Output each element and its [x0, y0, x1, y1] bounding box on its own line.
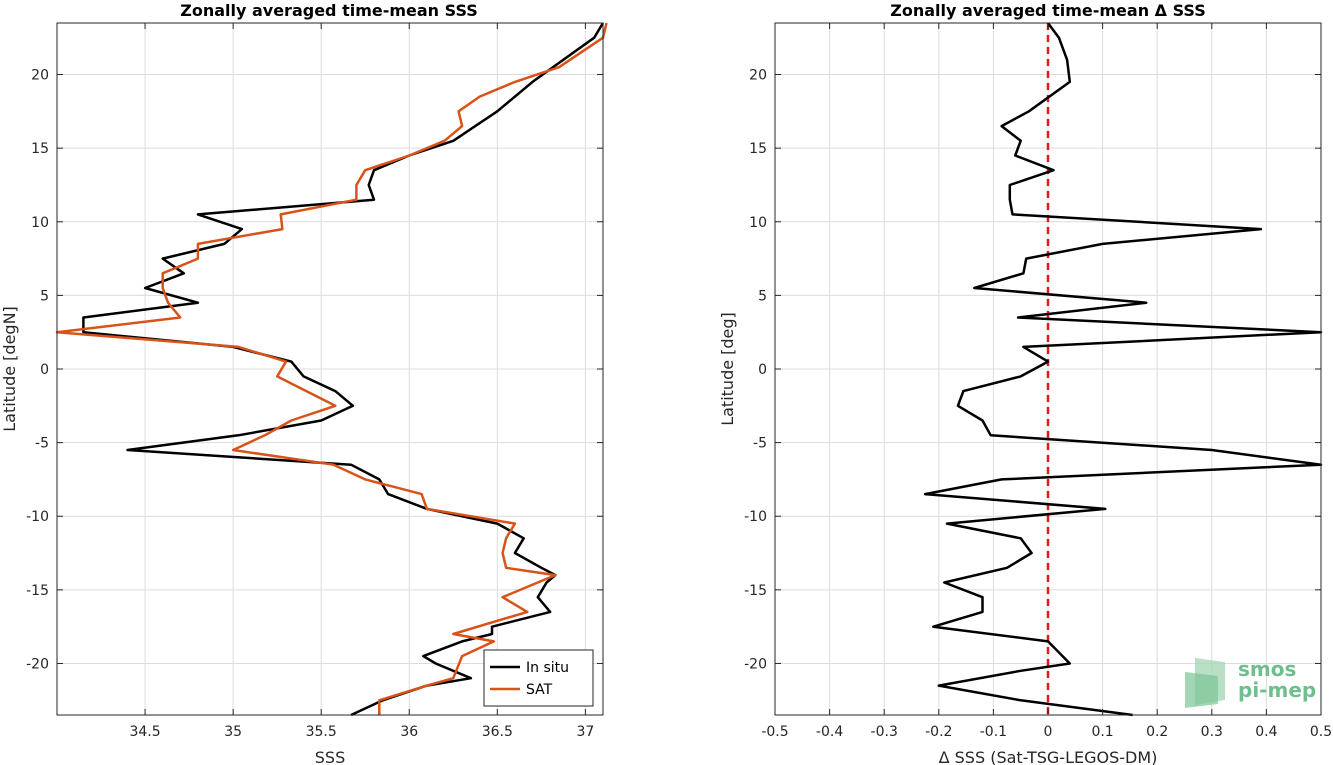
panel-title: Zonally averaged time-mean Δ SSS [890, 1, 1206, 20]
panel-title: Zonally averaged time-mean SSS [180, 1, 478, 20]
x-tick-label: 0 [1044, 724, 1053, 740]
logo-wave-icon [1185, 672, 1218, 708]
x-tick-label: 0.5 [1310, 724, 1332, 740]
y-tick-label: -15 [26, 583, 49, 599]
x-tick-label: -0.3 [871, 724, 898, 740]
y-tick-label: -10 [26, 509, 49, 525]
x-tick-label: -0.2 [925, 724, 952, 740]
y-tick-label: 0 [758, 362, 767, 378]
x-axis-label: Δ SSS (Sat-TSG-LEGOS-DM) [939, 748, 1158, 765]
y-tick-label: 20 [31, 68, 49, 84]
y-tick-label: -15 [744, 583, 767, 599]
x-tick-label: 36.5 [482, 724, 513, 740]
y-tick-label: 0 [40, 362, 49, 378]
x-tick-label: 35.5 [306, 724, 337, 740]
x-tick-label: 34.5 [129, 724, 160, 740]
y-tick-label: -5 [753, 436, 767, 452]
y-tick-label: 20 [749, 68, 767, 84]
logo-text-line1: smos [1238, 657, 1296, 681]
x-axis-label: SSS [315, 748, 345, 765]
y-tick-label: 15 [31, 141, 49, 157]
logo-text-line2: pi-mep [1238, 678, 1316, 702]
y-tick-label: 15 [749, 141, 767, 157]
x-tick-label: 36 [400, 724, 418, 740]
y-tick-label: -20 [26, 656, 49, 672]
x-tick-label: -0.4 [816, 724, 843, 740]
series-line-sat [55, 22, 608, 715]
series-line-0 [923, 22, 1323, 717]
x-tick-label: 0.3 [1201, 724, 1223, 740]
y-tick-label: -5 [35, 436, 49, 452]
x-tick-label: 0.1 [1091, 724, 1113, 740]
delta-sss-panel: Zonally averaged time-mean Δ SSS Δ SSS (… [718, 1, 1332, 765]
x-tick-label: 37 [576, 724, 594, 740]
legend-label: SAT [526, 682, 553, 698]
legend-box [483, 649, 594, 707]
y-tick-label: -10 [744, 509, 767, 525]
y-tick-label: -20 [744, 656, 767, 672]
y-tick-label: 10 [31, 215, 49, 231]
x-tick-label: 35 [224, 724, 242, 740]
legend-label: In situ [526, 660, 569, 676]
y-tick-label: 10 [749, 215, 767, 231]
x-tick-label: 0.4 [1255, 724, 1277, 740]
y-axis-label: Latitude [deg] [718, 312, 737, 426]
smos-pi-mep-logo: smos pi-mep [1185, 657, 1316, 708]
y-axis-label: Latitude [degN] [0, 306, 19, 432]
x-tick-label: 0.2 [1146, 724, 1168, 740]
y-tick-label: 5 [40, 288, 49, 304]
x-tick-label: -0.1 [980, 724, 1007, 740]
x-tick-label: -0.5 [761, 724, 788, 740]
sss-panel: Zonally averaged time-mean SSS SSS Latit… [0, 1, 608, 765]
legend: In situ SAT [483, 649, 594, 707]
series-line-in-situ [82, 22, 605, 717]
grid [57, 23, 603, 715]
y-tick-label: 5 [758, 288, 767, 304]
